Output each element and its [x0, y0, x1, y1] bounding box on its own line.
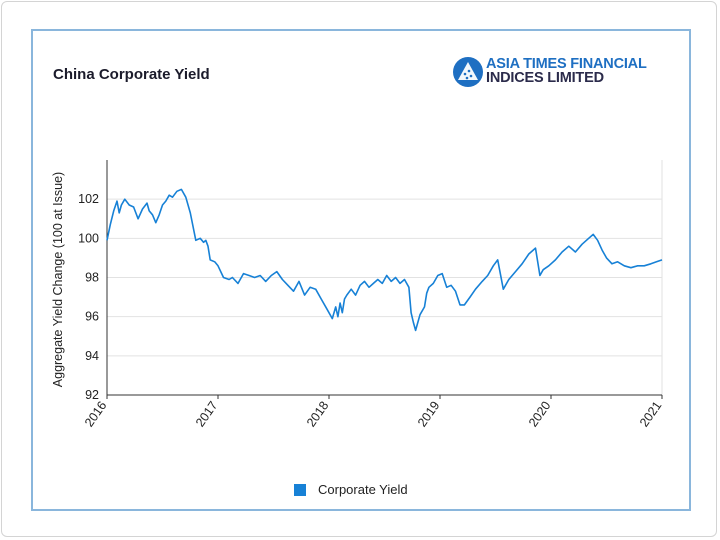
x-tick-label: 2021: [637, 399, 664, 430]
x-tick-label: 2018: [304, 399, 331, 430]
chart-legend: Corporate Yield: [294, 482, 408, 497]
logo-text-line2: INDICES LIMITED: [486, 70, 604, 86]
series-line-corporate-yield: [106, 188, 663, 332]
x-tick-label: 2017: [193, 399, 220, 430]
chart-card: [31, 29, 691, 511]
x-tick-label: 2016: [82, 399, 109, 430]
y-tick-label: 92: [85, 388, 99, 402]
chart-title: China Corporate Yield: [53, 66, 210, 83]
asia-times-logo-icon: [453, 57, 483, 87]
logo-text-line1: ASIA TIMES FINANCIAL: [486, 56, 647, 72]
x-tick-label: 2020: [526, 399, 553, 430]
legend-label: Corporate Yield: [318, 482, 408, 497]
y-tick-label: 100: [78, 231, 99, 245]
y-tick-label: 96: [85, 310, 99, 324]
x-tick-label: 2019: [415, 399, 442, 430]
y-tick-label: 102: [78, 192, 99, 206]
y-tick-label: 94: [85, 349, 99, 363]
y-axis-title: Aggregate Yield Change (100 at Issue): [51, 172, 65, 387]
y-tick-label: 98: [85, 271, 99, 285]
legend-swatch: [294, 483, 306, 496]
